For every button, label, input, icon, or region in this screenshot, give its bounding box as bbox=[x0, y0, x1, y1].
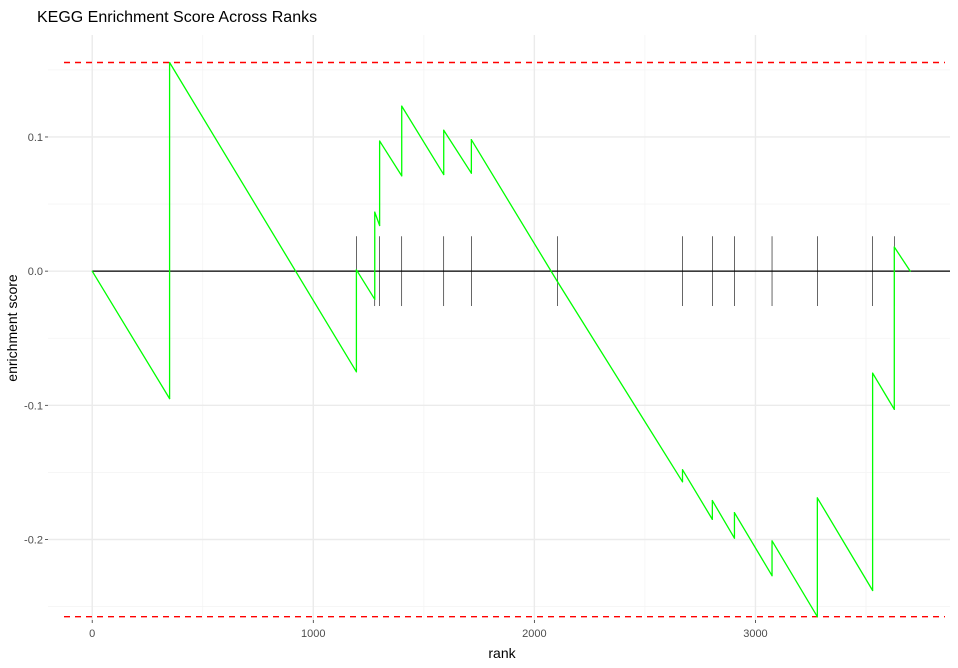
enrichment-score-point bbox=[379, 225, 380, 226]
x-axis-title: rank bbox=[488, 645, 516, 661]
enrichment-score-point bbox=[734, 538, 735, 539]
threshold-lines bbox=[64, 63, 945, 617]
enrichment-score-line bbox=[92, 63, 910, 617]
y-axis-title: enrichment score bbox=[4, 274, 20, 382]
enrichment-score-point bbox=[872, 373, 873, 374]
series bbox=[92, 62, 911, 617]
enrichment-score-point bbox=[910, 271, 911, 272]
enrichment-score-point bbox=[771, 540, 772, 541]
enrichment-score-point bbox=[401, 175, 402, 176]
y-axis-ticks: -0.2 -0.1 0.0 0.1 bbox=[24, 132, 48, 547]
enrichment-score-point bbox=[374, 212, 375, 213]
enrichment-score-point bbox=[401, 106, 402, 107]
enrichment-score-point bbox=[169, 62, 170, 63]
enrichment-score-point bbox=[817, 497, 818, 498]
enrichment-score-point bbox=[379, 140, 380, 141]
enrichment-score-point bbox=[771, 575, 772, 576]
enrichment-score-point bbox=[557, 281, 558, 282]
y-tick-label: 0.1 bbox=[28, 132, 43, 144]
enrichment-score-point bbox=[374, 299, 375, 300]
x-tick-label: 2000 bbox=[522, 628, 546, 640]
enrichment-score-point bbox=[471, 139, 472, 140]
x-tick-label: 3000 bbox=[743, 628, 767, 640]
x-axis-ticks: 0 1000 2000 3000 bbox=[89, 620, 768, 640]
enrichment-score-point bbox=[872, 590, 873, 591]
grid bbox=[48, 35, 950, 620]
chart-title: KEGG Enrichment Score Across Ranks bbox=[37, 9, 317, 26]
enrichment-score-point bbox=[443, 174, 444, 175]
enrichment-score-point bbox=[356, 371, 357, 372]
enrichment-score-point bbox=[92, 271, 93, 272]
y-tick-label: -0.1 bbox=[24, 400, 43, 412]
x-tick-label: 0 bbox=[89, 628, 95, 640]
enrichment-score-point bbox=[356, 269, 357, 270]
x-tick-label: 1000 bbox=[301, 628, 325, 640]
enrichment-score-point bbox=[817, 616, 818, 617]
enrichment-score-point bbox=[734, 512, 735, 513]
enrichment-score-point bbox=[682, 481, 683, 482]
y-tick-label: -0.2 bbox=[24, 534, 43, 546]
enrichment-score-point bbox=[894, 246, 895, 247]
enrichment-score-point bbox=[443, 130, 444, 131]
y-tick-label: 0.0 bbox=[28, 266, 43, 278]
enrichment-score-point bbox=[894, 409, 895, 410]
enrichment-score-point bbox=[712, 519, 713, 520]
enrichment-score-point bbox=[682, 469, 683, 470]
enrichment-score-point bbox=[471, 173, 472, 174]
enrichment-score-point bbox=[712, 500, 713, 501]
enrichment-score-point bbox=[169, 398, 170, 399]
